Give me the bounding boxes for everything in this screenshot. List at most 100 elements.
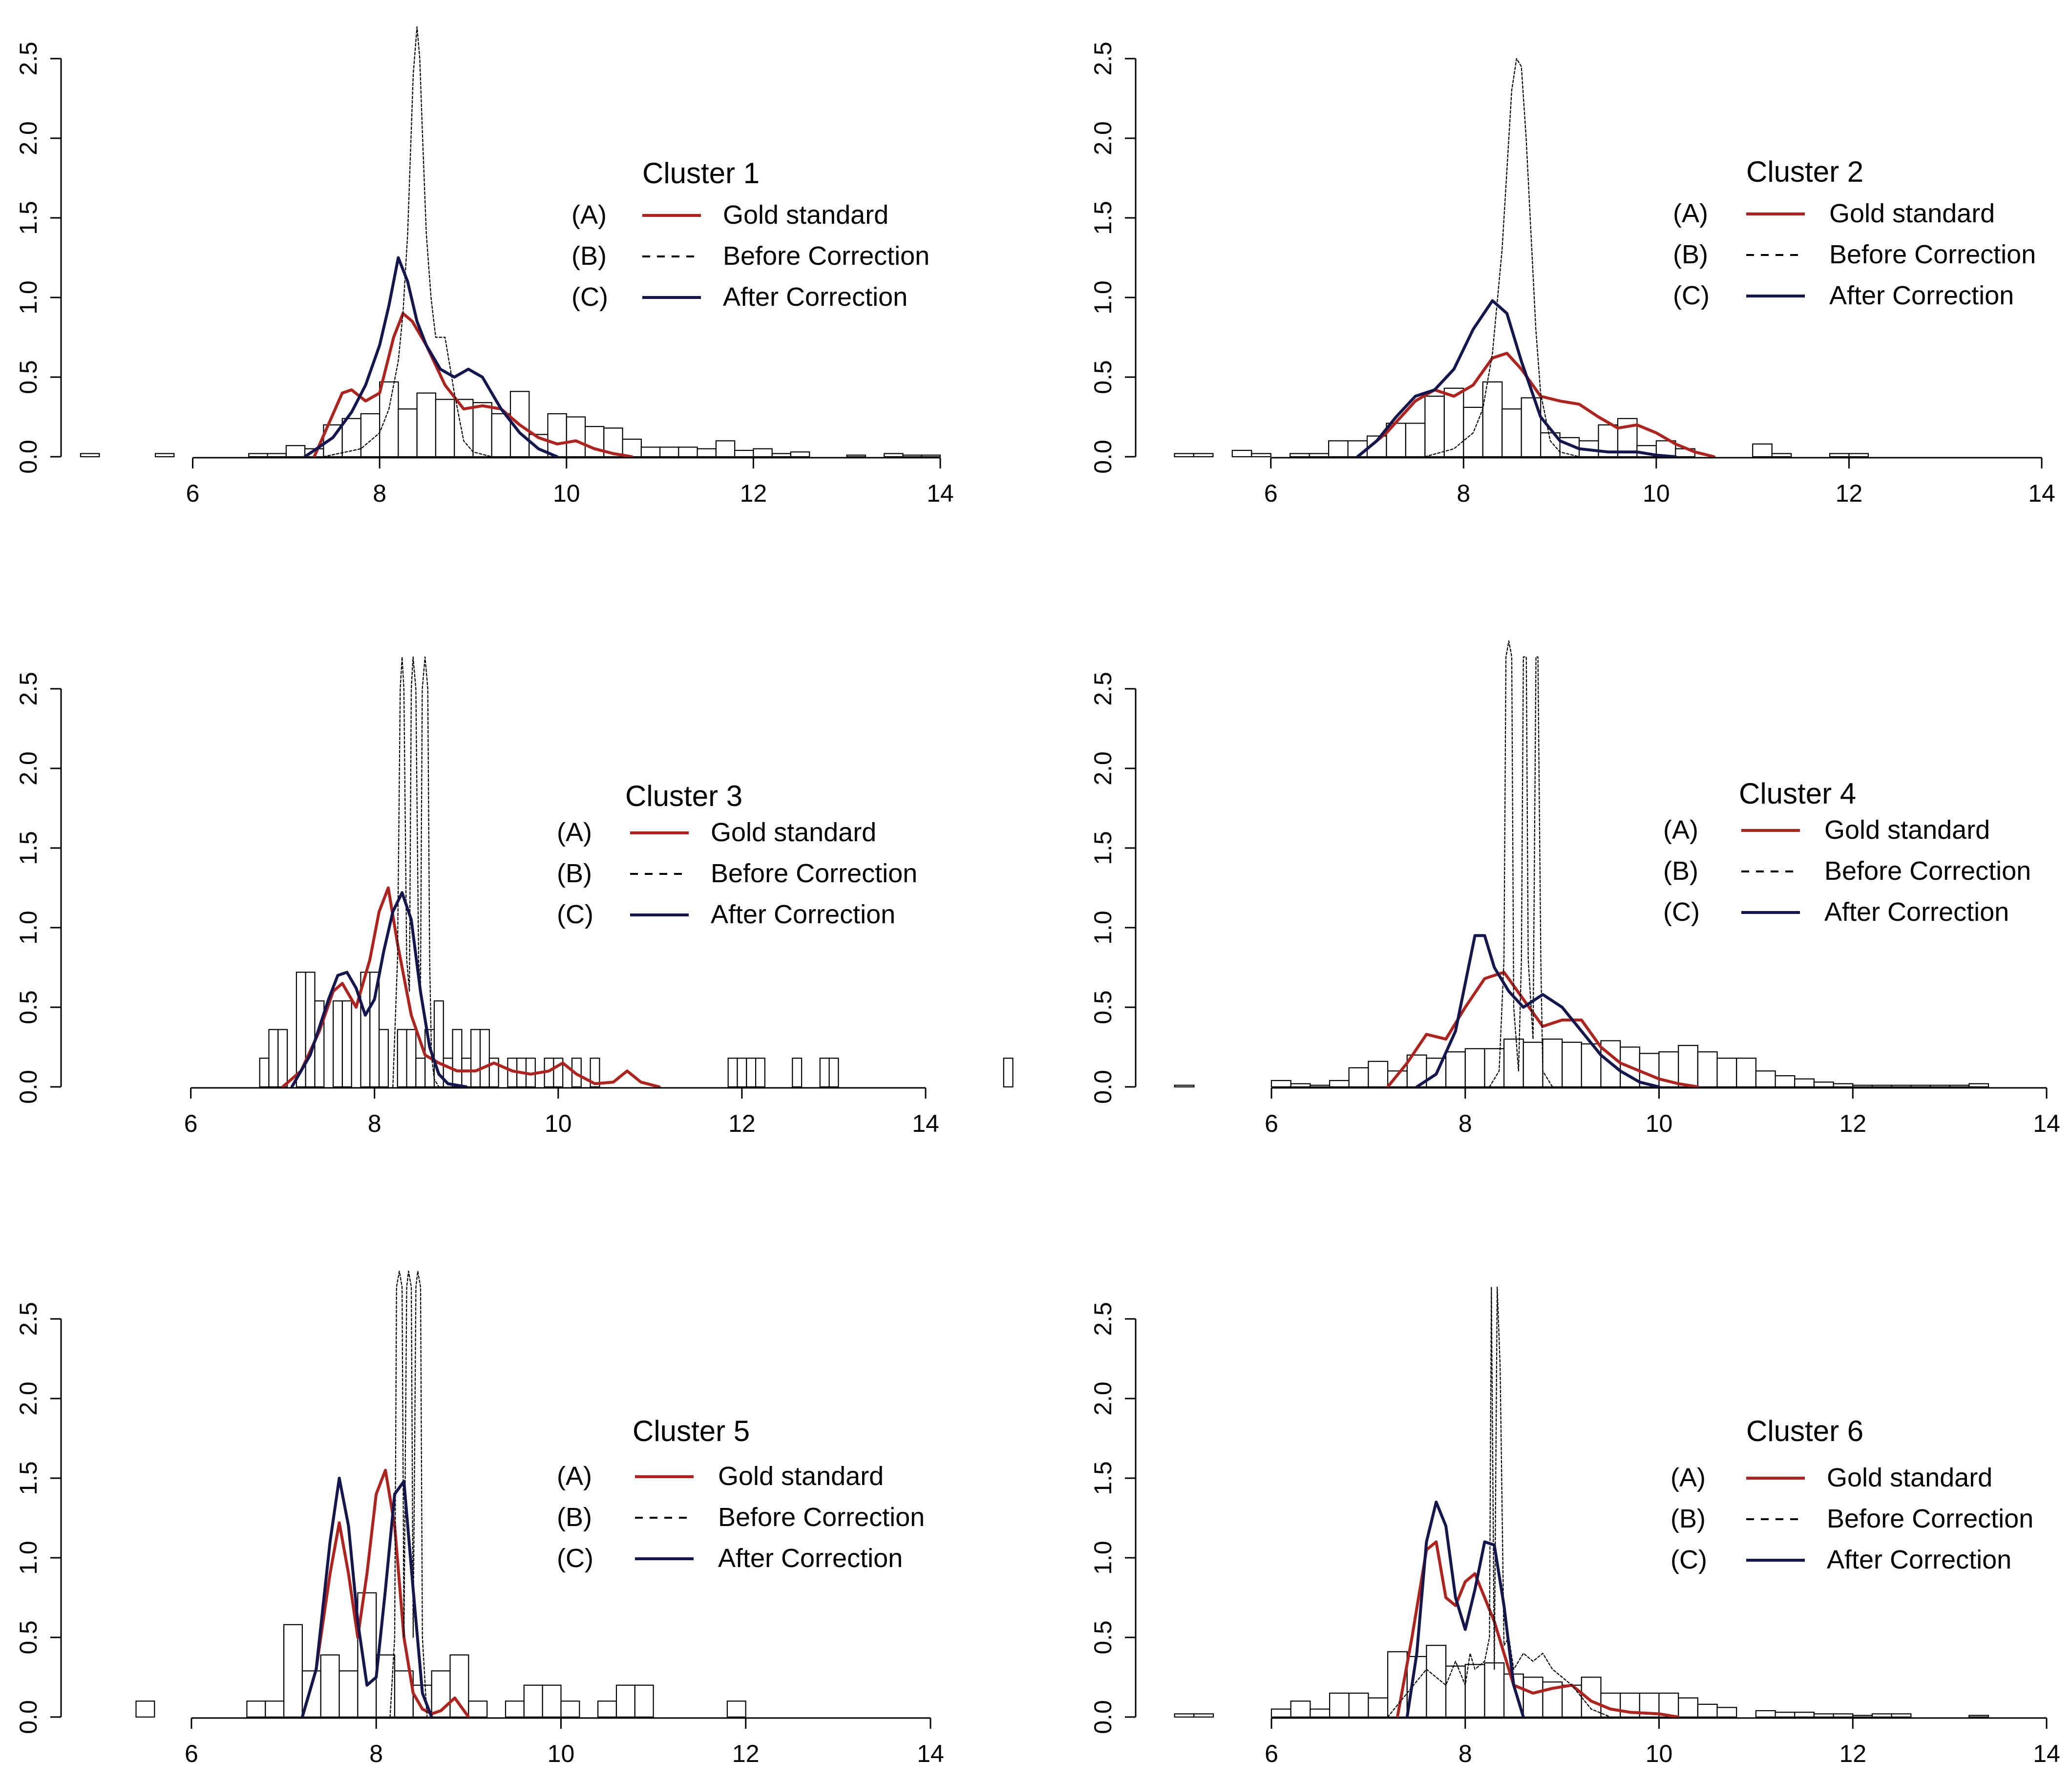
x-axis: 6 8 10 12 14 [1264, 457, 2055, 507]
histogram-bar [1310, 1084, 1331, 1088]
y-tick-label: 2.5 [1089, 42, 1117, 76]
x-axis: 6 8 10 12 14 [184, 1087, 939, 1137]
x-axis: 6 8 10 12 14 [186, 457, 954, 507]
y-tick-label: 1.5 [15, 831, 42, 865]
histogram-bar [771, 453, 792, 458]
y-tick-label: 2.0 [15, 751, 42, 785]
histogram-bar [640, 446, 661, 458]
histogram-bar [1775, 1712, 1796, 1718]
histogram-bar [259, 1058, 270, 1088]
x-tick-label: 8 [373, 480, 386, 507]
legend-label: After Correction [1824, 897, 2009, 927]
histogram-bar [1522, 1041, 1543, 1088]
legend-key: (B) [1663, 856, 1698, 886]
histogram-bar [1464, 1664, 1485, 1718]
x-tick-label: 10 [545, 1110, 572, 1137]
histogram-bar [1406, 1656, 1427, 1718]
y-tick-label: 2.5 [15, 42, 42, 76]
histogram-bar [828, 1058, 839, 1088]
panel-cluster-3: 6 8 10 12 14 0.0 0.5 1.0 1.5 2.0 2.5 Cluster 3 (A) Go… [15, 656, 1014, 1137]
series-line-after-correction [303, 256, 559, 458]
histogram-bar [505, 1700, 525, 1718]
histogram-bar [461, 1058, 472, 1088]
histogram-bar [1193, 1713, 1214, 1718]
legend-key: (A) [1673, 199, 1708, 228]
histogram-bar [1445, 1051, 1466, 1088]
histogram-bar [1929, 1084, 1950, 1088]
histogram-bar [659, 446, 679, 458]
density-curves [300, 1271, 470, 1718]
histogram-bar [1503, 1039, 1524, 1088]
legend-item-after-correction: (C) After Correction [571, 282, 908, 312]
legend-item-gold-standard: (A) Gold standard [557, 818, 876, 847]
legend-item-gold-standard: (A) Gold standard [571, 200, 888, 230]
histogram-bar [1290, 1700, 1311, 1718]
legend-label: Gold standard [723, 200, 888, 230]
legend-label: Before Correction [723, 241, 930, 271]
histogram-bar [1443, 387, 1464, 458]
legend-key: (C) [1670, 1545, 1707, 1574]
x-tick-label: 12 [732, 1740, 760, 1767]
histogram-bar [1445, 1665, 1466, 1718]
histogram-bar [542, 1684, 562, 1718]
histogram-bar [1329, 1080, 1350, 1088]
histogram-bar [1833, 1083, 1854, 1088]
y-tick-label: 2.5 [15, 1302, 42, 1336]
y-tick-label: 0.5 [15, 360, 42, 394]
series-line-before-correction [1387, 1286, 1611, 1718]
y-tick-label: 1.5 [15, 1461, 42, 1495]
legend-item-before-correction: (B) Before Correction [1673, 240, 2036, 269]
y-axis: 0.0 0.5 1.0 1.5 2.0 2.5 [1089, 672, 1137, 1104]
chart-title: Cluster 2 [1746, 155, 1863, 188]
legend-key: (B) [557, 1503, 592, 1532]
legend-label: Before Correction [711, 859, 917, 888]
histogram-bar [1775, 1075, 1796, 1088]
histogram-bar [277, 1029, 288, 1088]
x-tick-label: 6 [186, 480, 200, 507]
histogram-bar [248, 453, 268, 458]
panel-cluster-4: 6 8 10 12 14 0.0 0.5 1.0 1.5 2.0 2.5 Cluster 4 (A) Go… [1089, 640, 2060, 1137]
legend-label: After Correction [718, 1544, 903, 1573]
y-tick-label: 1.0 [1089, 911, 1117, 945]
x-tick-label: 8 [1459, 1110, 1472, 1137]
legend-label: After Correction [711, 900, 895, 929]
histogram-bar [285, 445, 306, 458]
y-tick-label: 0.5 [1089, 360, 1117, 394]
y-tick-label: 0.5 [1089, 990, 1117, 1024]
x-tick-label: 8 [369, 1740, 383, 1767]
chart-title: Cluster 3 [625, 780, 742, 812]
histogram-bar [1463, 406, 1483, 458]
histogram-bar [468, 1700, 488, 1718]
histogram-bar [397, 1029, 407, 1088]
y-tick-label: 1.5 [1089, 201, 1117, 235]
y-tick-label: 0.0 [15, 1700, 42, 1734]
x-tick-label: 10 [1646, 1110, 1673, 1137]
legend-label: Before Correction [1827, 1504, 2033, 1533]
legend-key: (B) [1673, 240, 1708, 269]
histogram-bar [378, 1029, 389, 1088]
histogram-bar [1290, 453, 1310, 458]
histogram-bar [753, 448, 773, 458]
legend-label: Gold standard [1829, 199, 1995, 228]
histogram-bar [1251, 453, 1271, 458]
histogram-bar [472, 402, 492, 458]
histogram-bar [819, 1058, 830, 1088]
x-tick-label: 6 [1265, 1110, 1278, 1137]
legend-label: Gold standard [1827, 1463, 1992, 1492]
legend-label: Before Correction [718, 1503, 925, 1532]
histogram-bar [265, 1700, 285, 1718]
y-axis: 0.0 0.5 1.0 1.5 2.0 2.5 [1089, 42, 1137, 474]
histogram-bar [1174, 1713, 1195, 1718]
histogram-bar [678, 446, 698, 458]
histogram-bar [1697, 1051, 1718, 1088]
histogram-bar [1348, 1693, 1369, 1718]
histogram-bar [1426, 1645, 1447, 1718]
legend-label: Gold standard [718, 1462, 884, 1491]
histogram-bar [726, 1700, 746, 1718]
histogram-bar [1755, 1710, 1776, 1718]
histogram-bar [584, 425, 605, 458]
x-tick-label: 8 [368, 1110, 381, 1137]
x-tick-label: 12 [740, 480, 767, 507]
histogram-bar [1848, 453, 1869, 458]
histogram-bar [1871, 1084, 1892, 1088]
